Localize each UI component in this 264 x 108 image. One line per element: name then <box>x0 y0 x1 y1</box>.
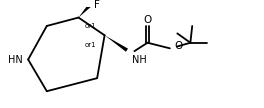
Text: or1: or1 <box>85 23 96 29</box>
Text: or1: or1 <box>85 42 96 48</box>
Polygon shape <box>105 35 128 52</box>
Text: HN: HN <box>8 55 22 64</box>
Text: F: F <box>94 0 100 10</box>
Text: NH: NH <box>132 55 146 65</box>
Text: O: O <box>143 15 152 25</box>
Text: O: O <box>175 41 183 52</box>
Polygon shape <box>78 4 91 18</box>
